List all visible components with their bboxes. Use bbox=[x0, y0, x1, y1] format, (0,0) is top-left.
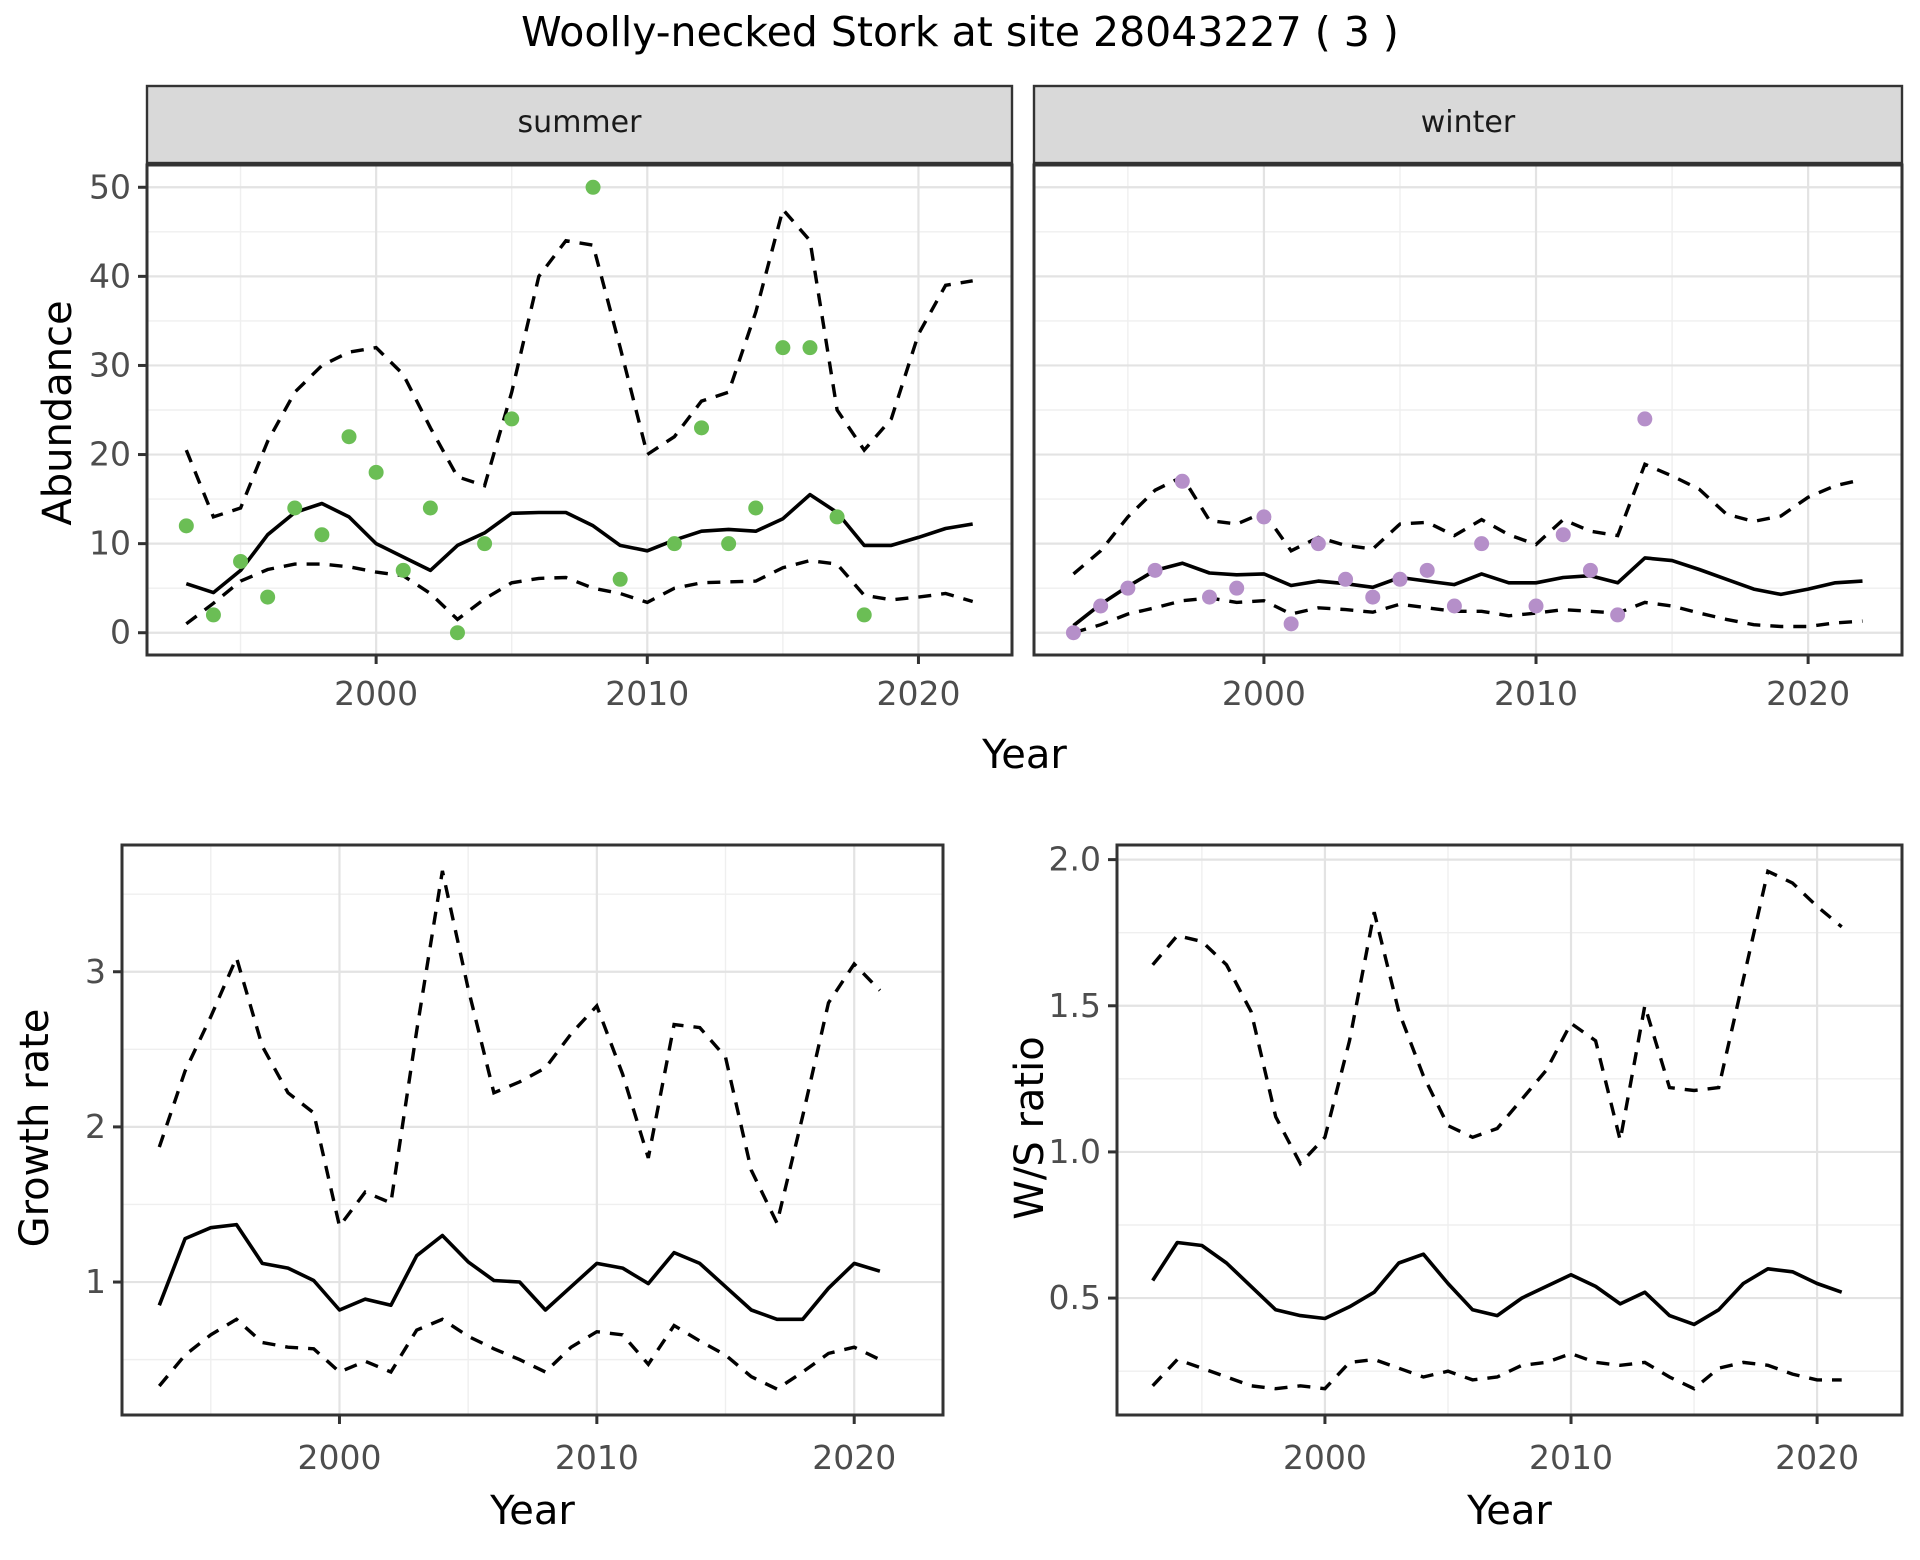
x-tick-label: 2000 bbox=[334, 674, 418, 713]
winter-abundance-data-point bbox=[1202, 589, 1218, 605]
ws-ratio-panel-background bbox=[1117, 845, 1902, 1415]
facet-strip-summer-label: summer bbox=[517, 105, 642, 140]
winter-abundance-data-point bbox=[1582, 562, 1598, 578]
winter-abundance-data-point bbox=[1392, 571, 1408, 587]
summer-abundance-data-point bbox=[422, 500, 438, 516]
y-tick-label: 1 bbox=[85, 1262, 106, 1301]
winter-abundance-data-point bbox=[1065, 625, 1081, 641]
summer-abundance-data-point bbox=[802, 340, 818, 356]
ws-ratio-ci-lower-line bbox=[1151, 1351, 1842, 1391]
x-tick-label: 2020 bbox=[876, 674, 960, 713]
winter-abundance-data-point bbox=[1120, 580, 1136, 596]
winter-abundance-data-point bbox=[1338, 571, 1354, 587]
winter-abundance-ci-upper-line bbox=[1072, 462, 1863, 576]
ws-ratio-ci-upper-line bbox=[1151, 868, 1843, 1167]
y-tick-label: 1.5 bbox=[1049, 986, 1101, 1025]
summer-abundance-data-point bbox=[314, 527, 330, 543]
x-tick-label: 2000 bbox=[1283, 1438, 1367, 1477]
y-tick-label: 20 bbox=[89, 435, 131, 474]
winter-abundance-ci-lower-line bbox=[1073, 596, 1863, 635]
summer-abundance-data-point bbox=[504, 411, 520, 427]
winter-abundance-facet-strip bbox=[1032, 84, 1904, 165]
ws-ratio-fit-line bbox=[1151, 1240, 1843, 1327]
summer-abundance-data-point bbox=[666, 536, 682, 552]
facet-strip-winter-label: winter bbox=[1420, 105, 1516, 140]
summer-abundance-data-point bbox=[341, 429, 357, 445]
winter-abundance-data-point bbox=[1147, 562, 1163, 578]
winter-abundance-data-point bbox=[1555, 527, 1571, 543]
y-tick-label: 1.0 bbox=[1049, 1132, 1101, 1171]
winter-abundance-data-point bbox=[1365, 589, 1381, 605]
winter-abundance-data-point bbox=[1283, 616, 1299, 632]
summer-abundance-data-point bbox=[368, 464, 384, 480]
y-axis-title-abundance: Abundance bbox=[35, 300, 81, 526]
winter-abundance-data-point bbox=[1174, 473, 1190, 489]
growth-rate-panel-background bbox=[122, 845, 943, 1415]
y-tick-label: 10 bbox=[89, 524, 131, 563]
x-tick-label: 2010 bbox=[555, 1438, 639, 1477]
summer-abundance-data-point bbox=[260, 589, 276, 605]
winter-abundance-data-point bbox=[1229, 580, 1245, 596]
x-axis-title-year-growth: Year bbox=[490, 1488, 575, 1534]
y-tick-label: 50 bbox=[89, 167, 131, 206]
x-axis-title-year-ws: Year bbox=[1467, 1488, 1552, 1534]
summer-abundance-facet-strip bbox=[145, 84, 1014, 165]
summer-abundance-data-point bbox=[612, 571, 628, 587]
y-tick-label: 40 bbox=[89, 256, 131, 295]
winter-abundance-fit-line bbox=[1072, 556, 1863, 628]
x-tick-label: 2000 bbox=[1222, 674, 1306, 713]
x-tick-label: 2020 bbox=[1766, 674, 1850, 713]
summer-abundance-data-point bbox=[721, 536, 737, 552]
winter-abundance-data-point bbox=[1610, 607, 1626, 623]
y-tick-label: 3 bbox=[85, 952, 106, 991]
summer-abundance-data-point bbox=[856, 607, 872, 623]
y-tick-label: 0 bbox=[110, 613, 131, 652]
summer-abundance-data-point bbox=[748, 500, 764, 516]
winter-abundance-data-point bbox=[1446, 598, 1462, 614]
winter-abundance-data-point bbox=[1637, 411, 1653, 427]
winter-abundance-panel-border bbox=[1032, 163, 1904, 657]
summer-abundance-data-point bbox=[233, 553, 249, 569]
y-tick-label: 0.5 bbox=[1049, 1278, 1101, 1317]
growth-rate-fit-line bbox=[157, 1222, 881, 1322]
summer-abundance-data-point bbox=[829, 509, 845, 525]
y-tick-label: 30 bbox=[89, 345, 131, 384]
x-tick-label: 2000 bbox=[297, 1438, 381, 1477]
growth-rate-ci-lower-line bbox=[157, 1317, 881, 1392]
y-tick-label: 2 bbox=[85, 1107, 106, 1146]
summer-abundance-data-point bbox=[395, 562, 411, 578]
y-axis-title-ws-ratio: W/S ratio bbox=[1007, 1036, 1053, 1220]
summer-abundance-data-point bbox=[585, 179, 601, 195]
y-tick-label: 2.0 bbox=[1049, 840, 1101, 879]
summer-abundance-ci-upper-line bbox=[184, 205, 973, 520]
chart-title: Woolly-necked Stork at site 28043227 ( 3… bbox=[521, 8, 1399, 56]
growth-rate-ci-upper-line bbox=[157, 870, 882, 1231]
winter-abundance-data-point bbox=[1474, 536, 1490, 552]
x-tick-label: 2020 bbox=[1775, 1438, 1859, 1477]
x-tick-label: 2010 bbox=[1494, 674, 1578, 713]
x-tick-label: 2010 bbox=[605, 674, 689, 713]
ws-ratio-panel-border bbox=[1115, 843, 1904, 1417]
winter-abundance-data-point bbox=[1419, 562, 1435, 578]
summer-abundance-data-point bbox=[775, 340, 791, 356]
winter-abundance-data-point bbox=[1310, 536, 1326, 552]
summer-abundance-data-point bbox=[477, 536, 493, 552]
summer-abundance-data-point bbox=[205, 607, 221, 623]
summer-abundance-data-point bbox=[694, 420, 710, 436]
summer-abundance-data-point bbox=[178, 518, 194, 534]
summer-abundance-data-point bbox=[449, 625, 465, 641]
winter-abundance-data-point bbox=[1528, 598, 1544, 614]
y-axis-title-growth-rate: Growth rate bbox=[12, 1008, 58, 1248]
summer-abundance-data-point bbox=[287, 500, 303, 516]
winter-abundance-data-point bbox=[1256, 509, 1272, 525]
summer-abundance-panel-border bbox=[145, 163, 1014, 657]
growth-rate-panel-border bbox=[120, 843, 945, 1417]
summer-abundance-ci-lower-line bbox=[185, 558, 974, 626]
x-tick-label: 2010 bbox=[1529, 1438, 1613, 1477]
x-axis-title-year-top: Year bbox=[982, 732, 1067, 778]
winter-abundance-data-point bbox=[1093, 598, 1109, 614]
x-tick-label: 2020 bbox=[812, 1438, 896, 1477]
